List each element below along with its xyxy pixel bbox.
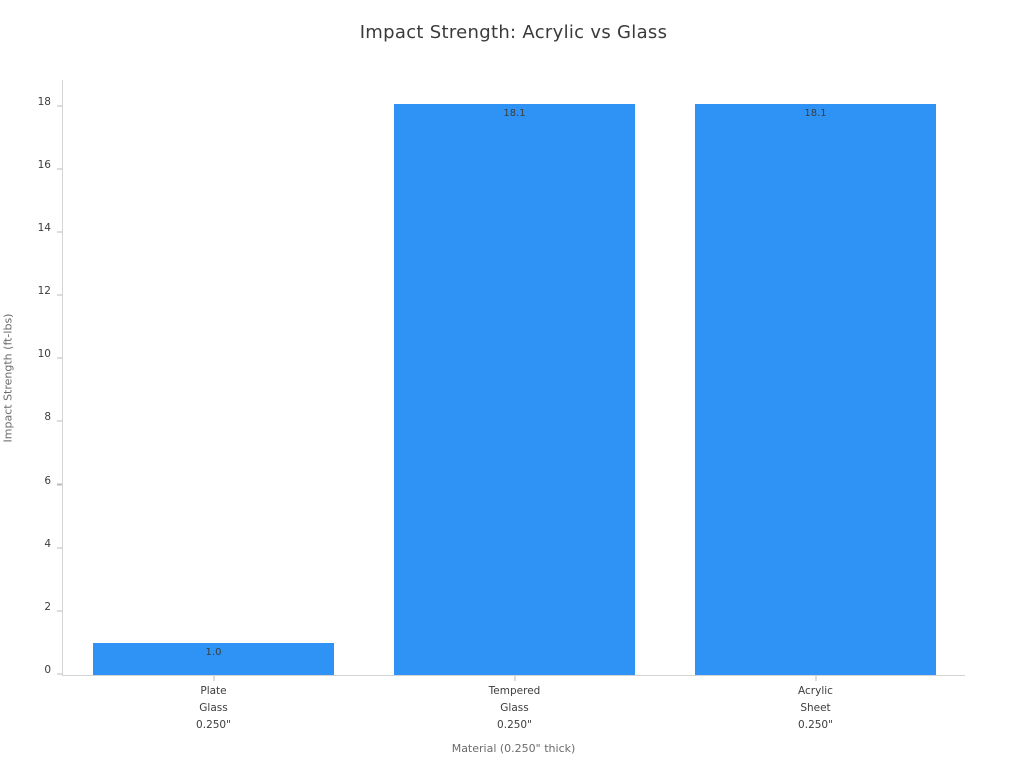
x-tick-label: Acrylic Sheet 0.250" <box>798 685 833 731</box>
y-tick-mark <box>57 105 62 107</box>
y-tick-label: 18 <box>37 95 51 108</box>
x-axis-title: Material (0.250" thick) <box>451 742 576 755</box>
x-tick-label: Tempered Glass 0.250" <box>488 685 541 731</box>
bar-value-label: 18.1 <box>503 107 526 119</box>
y-tick-mark <box>57 420 62 422</box>
x-tick-label: Plate Glass 0.250" <box>196 685 231 731</box>
y-tick-mark <box>57 294 62 296</box>
y-tick-mark <box>57 610 62 612</box>
y-tick-mark <box>57 673 62 675</box>
y-tick-mark <box>57 483 62 486</box>
x-tick-mark <box>213 676 215 681</box>
y-tick-mark <box>57 357 62 359</box>
plot-area: 0 2 4 6 8 10 12 14 16 18 1.0 Plate Glass 0.250" 18.1… <box>38 80 965 731</box>
y-tick-label: 12 <box>37 285 51 298</box>
y-tick-label: 8 <box>44 411 51 424</box>
y-tick-mark <box>57 168 62 170</box>
bar-value-label: 18.1 <box>804 107 827 119</box>
y-tick-label: 0 <box>44 664 51 676</box>
x-tick-mark <box>514 676 516 681</box>
chart-title: Impact Strength: Acrylic vs Glass <box>359 22 668 43</box>
x-tick-mark <box>815 676 817 681</box>
y-tick-label: 6 <box>44 474 51 487</box>
y-tick-label: 14 <box>37 222 51 235</box>
bar-plate-glass-0250: 1.0 <box>93 643 334 675</box>
y-tick-mark <box>57 547 62 549</box>
bar-value-label: 1.0 <box>205 647 222 659</box>
y-tick-label: 4 <box>44 537 51 550</box>
bar-acrylic-sheet-0250: 18.1 <box>695 103 936 675</box>
y-axis-title: Impact Strength (ft-lbs) <box>1 313 15 443</box>
y-tick-mark <box>57 231 62 233</box>
y-tick-label: 2 <box>44 600 51 613</box>
y-tick-label: 16 <box>37 158 51 171</box>
y-tick-label: 10 <box>37 348 51 361</box>
bar-tempered-glass-0250: 18.1 <box>394 103 635 675</box>
